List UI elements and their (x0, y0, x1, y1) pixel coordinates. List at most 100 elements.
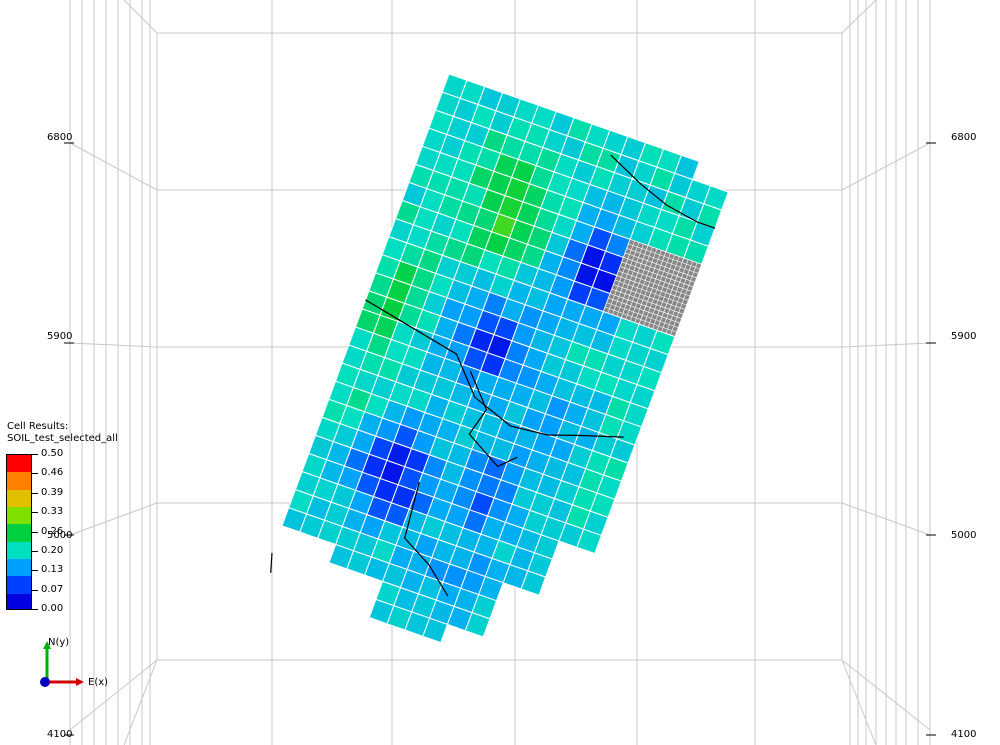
legend-value-label: 0.07 (41, 583, 64, 595)
lgr-subcell-line (660, 265, 679, 272)
lgr-subcell-line (654, 250, 662, 269)
lgr-subcell-line (658, 292, 667, 311)
lgr-subcell-line (660, 321, 679, 328)
lgr-subcell-line (644, 254, 663, 262)
legend-tick (32, 512, 38, 514)
grid-perspective-line (841, 659, 877, 745)
legend-tick (32, 531, 38, 533)
grid-cell[interactable] (422, 617, 449, 644)
legend-tick (32, 492, 38, 494)
legend-value-label: 0.39 (41, 486, 64, 498)
lgr-subcell-line (672, 256, 680, 275)
legend-tick (32, 589, 38, 591)
y-axis-label: N(y) (48, 637, 70, 648)
lgr-subcell-line (604, 306, 624, 314)
lgr-subcell-line (618, 270, 637, 278)
fault-line (365, 299, 624, 438)
fault-line (270, 552, 273, 573)
y-axis-arrow-head (43, 641, 51, 649)
legend-color-segment (7, 559, 31, 578)
lgr-subcell-line (623, 280, 631, 299)
legend-value-label: 0.20 (41, 544, 64, 556)
legend-value-label: 0.33 (41, 506, 64, 518)
left-axis-label-3: 5000 (47, 530, 73, 541)
lgr-subcell-line (662, 260, 681, 268)
legend-color-segment (7, 524, 31, 543)
lgr-subcell-line (634, 304, 642, 323)
fault-line (468, 370, 518, 468)
left-axis-label-1: 6800 (47, 132, 73, 143)
lgr-subcell-line (676, 298, 685, 318)
right-axis-label-4: 4100 (951, 729, 977, 740)
left-axis-label-4: 4100 (47, 729, 73, 740)
lgr-subcell-line (640, 319, 659, 327)
grid-cell[interactable] (464, 611, 491, 638)
lgr-subcell-line (626, 248, 645, 255)
legend-color-bar (6, 454, 32, 610)
legend-color-segment (7, 593, 31, 609)
lgr-subcell-line (678, 271, 697, 279)
legend-tick (32, 454, 38, 455)
lgr-subcell-line (622, 313, 641, 320)
lgr-subcell-line (670, 316, 678, 336)
right-axis-label-1: 6800 (951, 132, 977, 143)
x-axis-label: E(x) (88, 677, 109, 688)
legend-value-label: 0.26 (41, 525, 64, 537)
lgr-subcell-line (655, 278, 674, 286)
lgr-subcell-line (673, 284, 692, 292)
fault-line (610, 154, 716, 229)
lgr-subcell-line (649, 296, 668, 304)
right-axis-label-3: 5000 (951, 530, 977, 541)
legend-color-segment (7, 507, 31, 526)
legend-value-label: 0.50 (41, 448, 64, 459)
lgr-subcell-line (658, 325, 677, 333)
lgr-subcell-line (619, 266, 639, 273)
right-axis-label-2: 5900 (951, 331, 977, 342)
legend-color-segment (7, 472, 31, 491)
lgr-subcell-line (636, 243, 644, 263)
lgr-subcell-line (624, 308, 643, 316)
legend-title: Cell Results: SOIL_test_selected_all (7, 421, 118, 445)
left-axis-label-2: 5900 (47, 331, 73, 342)
fault-line (404, 481, 449, 597)
legend-color-segment (7, 541, 31, 560)
legend-value-label: 0.00 (41, 603, 64, 614)
lgr-subcell-line (611, 288, 630, 296)
lgr-subcell-line (629, 262, 638, 281)
legend-title-line1: Cell Results: (7, 421, 69, 432)
lgr-subcell-line (654, 283, 673, 291)
legend-tick (32, 550, 38, 552)
lgr-subcell-line (637, 272, 656, 280)
lgr-subcell-line (641, 286, 649, 305)
lgr-subcell-line (652, 310, 660, 329)
lgr-subcell-line (666, 303, 686, 310)
grid-perspective-line (841, 0, 877, 34)
legend-value-label: 0.13 (41, 564, 64, 576)
lgr-subcell-line (642, 258, 661, 266)
lgr-subcell-line (671, 289, 691, 297)
legend-color-segment (7, 455, 31, 474)
triad-arrows (40, 641, 84, 687)
legend-tick (32, 609, 38, 610)
legend-color-segment (7, 489, 31, 508)
lgr-subcell-line (636, 276, 655, 284)
lgr-subcell-line (631, 290, 650, 298)
lgr-subcell-line (690, 262, 698, 281)
legend-title-line2: SOIL_test_selected_all (7, 433, 118, 444)
color-legend: Cell Results: SOIL_test_selected_all 0.5… (6, 421, 146, 621)
grid-cell[interactable] (576, 528, 603, 555)
lgr-subcell-line (680, 266, 699, 274)
lgr-subcell-line (624, 252, 644, 260)
lgr-subcell-line (606, 302, 625, 310)
legend-tick (32, 570, 38, 572)
axis-orientation-triad: N(y) E(x) (34, 635, 124, 695)
lgr-subcell-line (613, 284, 632, 292)
legend-value-label: 0.46 (41, 467, 64, 479)
lgr-subcell-line (665, 274, 673, 293)
lgr-subcell-line (683, 280, 691, 300)
grid-cell[interactable] (520, 570, 547, 596)
lgr-subcell-line (647, 268, 655, 287)
